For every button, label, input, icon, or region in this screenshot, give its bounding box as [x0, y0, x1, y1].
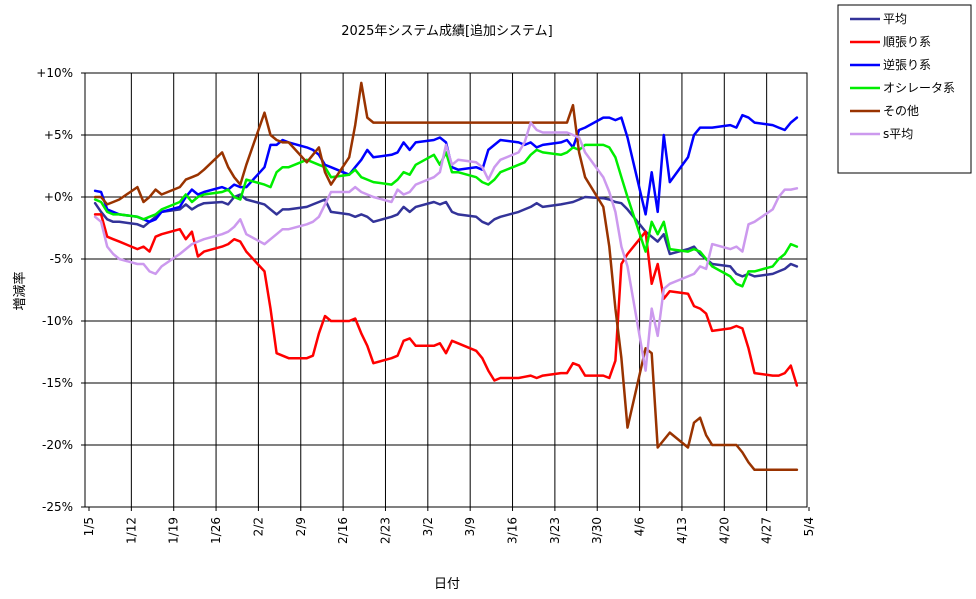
legend-item: オシレータ系 — [850, 81, 955, 95]
x-tick-label: 2/23 — [378, 517, 392, 544]
chart-title: 2025年システム成績[追加システム] — [341, 23, 552, 39]
y-tick-label: +0% — [44, 190, 73, 204]
x-tick-label: 1/26 — [209, 517, 223, 544]
y-tick-label: +5% — [44, 128, 73, 142]
y-tick-label: -5% — [50, 252, 73, 266]
series-line-1 — [93, 193, 799, 278]
x-tick-label: 4/20 — [717, 517, 731, 544]
x-tick-label: 4/6 — [633, 517, 647, 536]
y-tick-label: +10% — [36, 66, 73, 80]
x-tick-label: 1/5 — [82, 517, 96, 536]
x-tick-label: 4/27 — [760, 517, 774, 544]
y-axis-ticks: +10% +5% +0% -5% -10% -15% -20% -25% — [36, 66, 85, 514]
x-tick-label: 3/2 — [421, 517, 435, 536]
y-axis-label: 増減率 — [12, 271, 28, 310]
series-lines — [93, 81, 799, 472]
legend-item: 順張り系 — [850, 35, 931, 49]
plot-area — [84, 72, 808, 508]
x-tick-label: 3/23 — [548, 517, 562, 544]
x-tick-label: 4/13 — [675, 517, 689, 544]
x-tick-label: 3/9 — [463, 517, 477, 536]
x-tick-label: 1/12 — [124, 517, 138, 544]
x-axis-label: 日付 — [434, 577, 460, 592]
plot-frame — [84, 72, 808, 508]
legend-label: その他 — [883, 104, 919, 118]
legend-label: 順張り系 — [883, 35, 931, 49]
series-line-6 — [93, 121, 799, 372]
legend-label: 平均 — [883, 12, 907, 26]
y-tick-label: -10% — [42, 314, 73, 328]
x-tick-label: 2/9 — [294, 517, 308, 536]
series-line-5 — [93, 81, 799, 472]
x-tick-label: 3/30 — [590, 517, 604, 544]
x-axis-ticks: 1/5 1/12 1/19 1/26 2/2 2/9 2/16 2/23 3/2 3/9 3/16 3… — [82, 507, 816, 544]
series-line-4 — [93, 143, 799, 288]
legend-label: s平均 — [883, 127, 913, 141]
x-tick-label: 2/16 — [336, 517, 350, 544]
y-tick-label: -15% — [42, 376, 73, 390]
legend-label: オシレータ系 — [883, 81, 955, 95]
series-line-2 — [93, 213, 799, 387]
legend-item: 平均 — [850, 12, 907, 26]
series-line-3 — [93, 113, 799, 224]
y-tick-label: -20% — [42, 438, 73, 452]
x-tick-label: 5/4 — [802, 517, 816, 536]
x-tick-label: 3/16 — [506, 517, 520, 544]
legend-item: その他 — [850, 104, 919, 118]
y-tick-label: -25% — [42, 500, 73, 514]
legend-item: 逆張り系 — [850, 57, 931, 72]
legend-label: 逆張り系 — [883, 57, 931, 72]
x-tick-label: 1/19 — [167, 517, 181, 544]
x-tick-label: 2/2 — [251, 517, 265, 536]
legend-item: s平均 — [850, 127, 913, 141]
